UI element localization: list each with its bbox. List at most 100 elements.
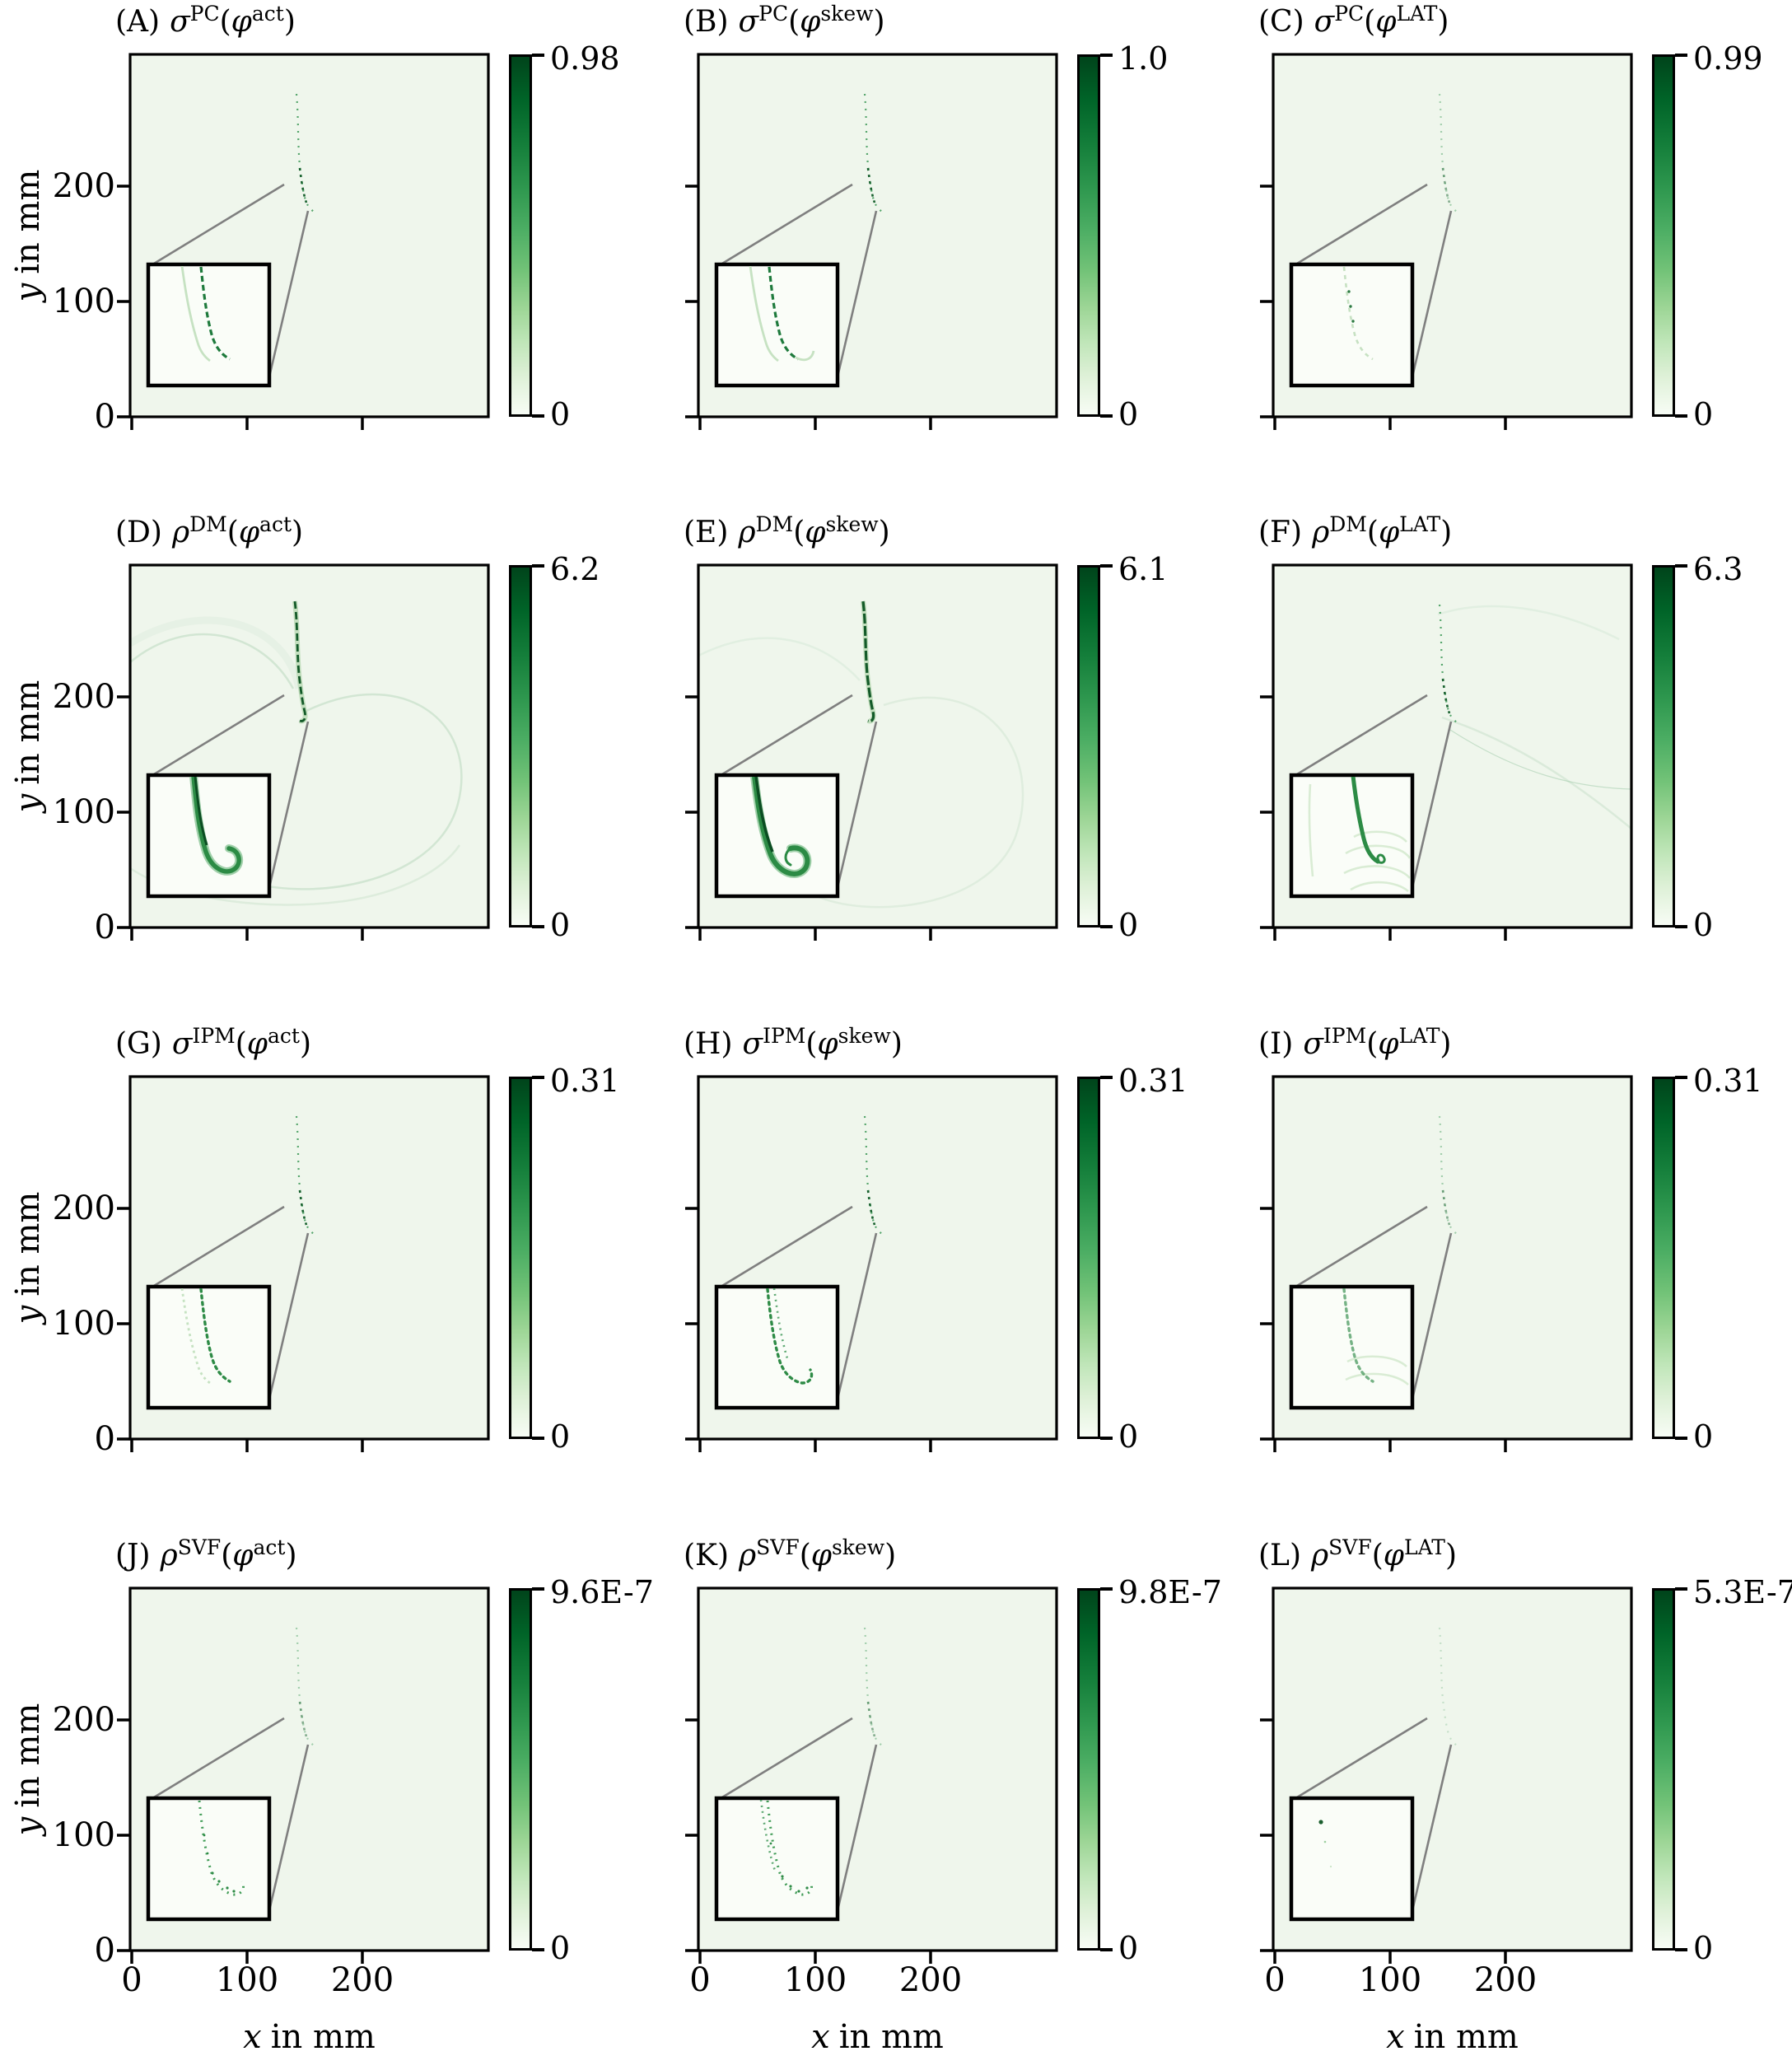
x-tick-label: 200: [330, 1961, 394, 1999]
colorbar-gradient: [1652, 54, 1675, 417]
y-tick-label: 0: [94, 1932, 115, 1970]
colorbar: 0.99 0: [1652, 40, 1763, 432]
colorbar: 0.31 0: [509, 1063, 620, 1455]
colorbar-max-label: 6.2: [550, 551, 600, 587]
colorbar-max-label: 6.3: [1693, 551, 1743, 587]
colorbar-min-label: 0: [550, 1418, 571, 1455]
panel-k: (K) ρSVF(φskew) 9.8E-7 0 0 100 200 x in mm: [568, 1534, 1222, 2056]
y-axis-label: yin mm: [9, 169, 47, 302]
heatmap-l: [1273, 1588, 1631, 1951]
y-tick-label: 200: [52, 167, 115, 205]
colorbar-gradient: [1077, 565, 1100, 928]
panel-d: (D) ρDM(φact) 200 100 0 yin mm 6.2 0: [0, 511, 600, 1021]
colorbar: 6.1 0: [1077, 551, 1168, 943]
x-tick-label: 0: [121, 1961, 142, 1999]
colorbar: 0.98 0: [509, 40, 620, 432]
inset-content: [194, 777, 239, 871]
colorbar-min-label: 0: [1693, 1930, 1714, 1966]
colorbar-gradient: [509, 1588, 532, 1951]
colorbar-gradient: [1077, 54, 1100, 417]
colorbar-gradient: [509, 565, 532, 928]
colorbar-gradient: [509, 1077, 532, 1439]
heatmap-a: [130, 54, 488, 417]
y-tick-label: 200: [52, 1189, 115, 1227]
colorbar-gradient: [1077, 1588, 1100, 1951]
panel-title: (H) σIPM(φskew): [684, 1024, 903, 1061]
colorbar-min-label: 0: [550, 1930, 571, 1966]
inset-content: [198, 1800, 245, 1896]
colorbar-max-label: 9.8E-7: [1118, 1574, 1222, 1610]
x-axis-label: x in mm: [811, 2018, 944, 2056]
colorbar-min-label: 0: [1118, 396, 1139, 432]
colorbar-max-label: 0.98: [550, 40, 620, 77]
background-swirls: [1437, 605, 1632, 829]
colorbar: 5.3E-7 0: [1652, 1574, 1792, 1966]
x-axis-label: x in mm: [1386, 2018, 1519, 2056]
colorbar: 6.3 0: [1652, 551, 1743, 943]
x-axis-label: x in mm: [243, 2018, 376, 2056]
colorbar-min-label: 0: [1118, 1418, 1139, 1455]
inset-content: [766, 1288, 814, 1385]
panel-title: (A) σPC(φact): [115, 2, 296, 39]
y-tick-label: 0: [94, 398, 115, 436]
colorbar-max-label: 5.3E-7: [1693, 1574, 1792, 1610]
panel-b: (B) σPC(φskew) 1.0 0: [568, 0, 1168, 511]
colorbar-max-label: 6.1: [1118, 551, 1169, 587]
colorbar-max-label: 0.31: [1118, 1063, 1188, 1099]
panel-title: (G) σIPM(φact): [115, 1024, 311, 1061]
x-tick-label: 200: [898, 1961, 963, 1999]
x-tick-label: 0: [689, 1961, 711, 1999]
colorbar-gradient: [509, 54, 532, 417]
y-tick-label: 100: [52, 1816, 115, 1854]
y-tick-label: 0: [94, 909, 115, 946]
panel-e: (E) ρDM(φskew) 6.1 0: [568, 511, 1168, 1021]
y-axis-label: yin mm: [9, 680, 47, 813]
panel-h: (H) σIPM(φskew) 0.31 0: [568, 1022, 1188, 1533]
inset-content: [759, 1800, 814, 1896]
colorbar-min-label: 0: [1693, 1418, 1714, 1455]
colorbar-min-label: 0: [550, 396, 571, 432]
inset-content: [1342, 266, 1374, 361]
y-tick-label: 100: [52, 1305, 115, 1343]
heatmap-h: [698, 1077, 1057, 1439]
colorbar-min-label: 0: [1118, 907, 1139, 943]
x-tick-label: 200: [1473, 1961, 1538, 1999]
heatmap-j: [130, 1588, 488, 1951]
colorbar: 6.2 0: [509, 551, 600, 943]
heatmap-b: [698, 54, 1057, 417]
colorbar-gradient: [1652, 565, 1675, 928]
x-tick-label: 100: [1358, 1961, 1422, 1999]
colorbar: 9.6E-7 0: [509, 1574, 654, 1966]
colorbar: 0.31 0: [1077, 1063, 1188, 1455]
colorbar-max-label: 1.0: [1118, 40, 1169, 77]
y-tick-label: 100: [52, 793, 115, 831]
panel-title: (J) ρSVF(φact): [115, 1535, 297, 1572]
panel-title: (K) ρSVF(φskew): [684, 1535, 897, 1572]
y-tick-label: 200: [52, 1701, 115, 1739]
x-tick-label: 0: [1264, 1961, 1286, 1999]
x-tick-label: 100: [783, 1961, 847, 1999]
panel-l: (L) ρSVF(φLAT) 5.3E-7 0 0 100 200 x in mm: [1143, 1534, 1792, 2056]
heatmap-i: [1273, 1077, 1631, 1439]
panel-title: (L) ρSVF(φLAT): [1258, 1535, 1457, 1572]
y-tick-label: 0: [94, 1420, 115, 1458]
colorbar-min-label: 0: [1693, 907, 1714, 943]
colorbar-min-label: 0: [1118, 1930, 1139, 1966]
panel-title: (F) ρDM(φLAT): [1258, 512, 1453, 549]
panel-title: (E) ρDM(φskew): [684, 512, 890, 549]
panel-f: (F) ρDM(φLAT) 6.3 0: [1143, 511, 1743, 1021]
panel-title: (D) ρDM(φact): [115, 512, 304, 549]
inset-content: [754, 777, 807, 874]
heatmap-g: [130, 1077, 488, 1439]
colorbar-gradient: [1652, 1077, 1675, 1439]
panel-title: (B) σPC(φskew): [684, 2, 885, 39]
heatmap-e: [698, 565, 1057, 928]
inset-content: [1342, 1288, 1409, 1385]
colorbar-max-label: 0.31: [1693, 1063, 1763, 1099]
y-tick-label: 100: [52, 283, 115, 320]
panel-title: (C) σPC(φLAT): [1258, 2, 1449, 39]
background-swirls: [698, 637, 1024, 909]
panel-i: (I) σIPM(φLAT) 0.31 0: [1143, 1022, 1763, 1533]
y-axis-label: yin mm: [9, 1191, 47, 1325]
colorbar: 9.8E-7 0: [1077, 1574, 1222, 1966]
